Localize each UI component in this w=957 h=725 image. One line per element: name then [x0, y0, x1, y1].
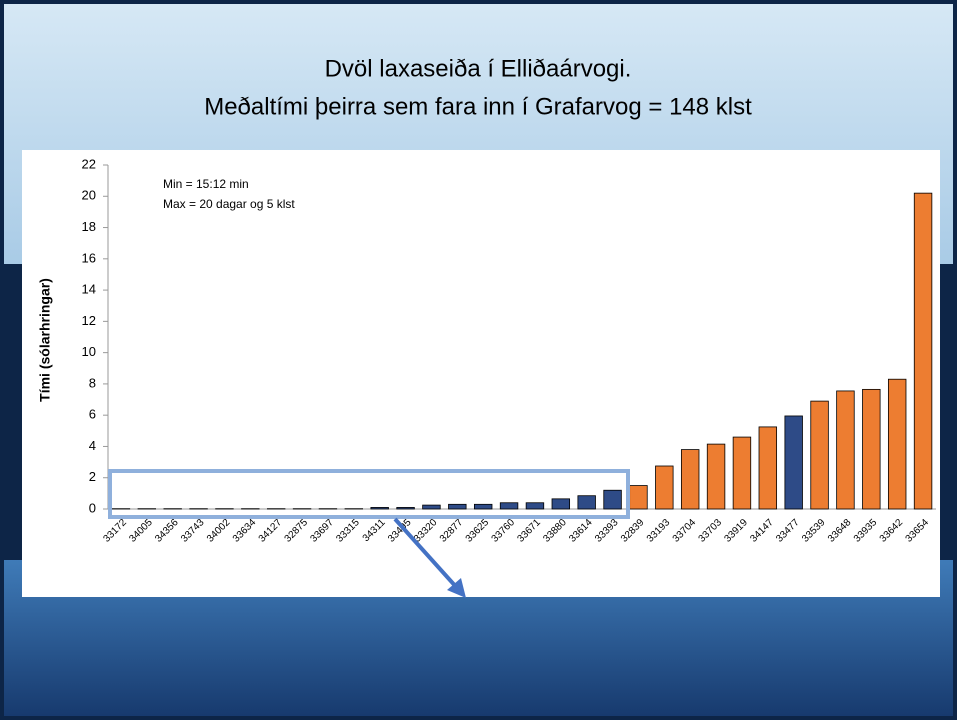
bar: [604, 490, 622, 509]
bar: [474, 504, 492, 509]
title: Dvöl laxaseiða í Elliðaárvogi.: [325, 55, 632, 82]
y-tick-label: 14: [82, 282, 96, 297]
y-tick-label: 22: [82, 156, 96, 171]
annotation: Max = 20 dagar og 5 klst: [163, 197, 295, 211]
y-tick-label: 0: [89, 500, 96, 515]
y-tick-label: 6: [89, 407, 96, 422]
bar: [888, 379, 906, 509]
y-tick-label: 2: [89, 469, 96, 484]
bar: [681, 450, 699, 509]
y-tick-label: 12: [82, 313, 96, 328]
bar: [449, 504, 467, 509]
bar: [656, 466, 674, 509]
bar: [500, 503, 518, 509]
y-tick-label: 4: [89, 438, 96, 453]
y-axis-label: Tími (sólarhringar): [37, 278, 53, 402]
bar: [423, 505, 441, 509]
bar: [837, 391, 855, 509]
y-tick-label: 18: [82, 219, 96, 234]
bar: [707, 444, 725, 509]
bar: [630, 486, 648, 509]
bar: [733, 437, 751, 509]
bar: [914, 193, 932, 509]
bar: [371, 507, 389, 509]
subtitle: Meðaltími þeirra sem fara inn í Grafarvo…: [204, 93, 752, 120]
bar: [785, 416, 803, 509]
y-tick-label: 16: [82, 250, 96, 265]
y-tick-label: 8: [89, 375, 96, 390]
slide: Dvöl laxaseiða í Elliðaárvogi. Meðaltími…: [0, 0, 957, 720]
annotation: Min = 15:12 min: [163, 177, 249, 191]
bar: [811, 401, 829, 509]
bar: [526, 503, 544, 509]
y-tick-label: 20: [82, 188, 96, 203]
bar: [578, 496, 596, 509]
y-tick-label: 10: [82, 344, 96, 359]
bar: [552, 499, 570, 509]
bar: [863, 389, 881, 509]
bar: [397, 507, 415, 509]
bar: [759, 427, 777, 509]
